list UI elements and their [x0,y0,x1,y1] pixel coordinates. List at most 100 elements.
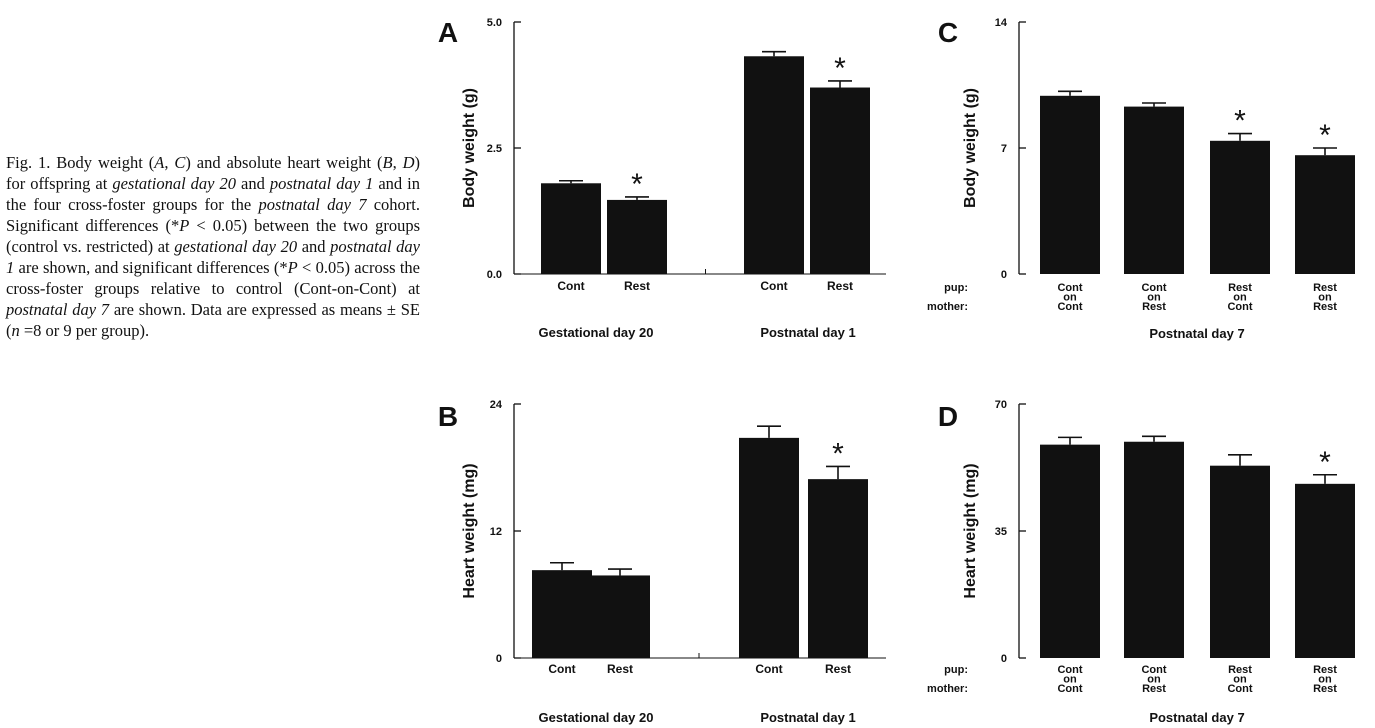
category-label: Cont [1227,301,1252,313]
category-label: Cont [557,279,584,293]
caption-segment: gestational day 20 [112,174,236,193]
caption-segment: Body weight ( [56,153,155,172]
caption-segment: and [236,174,270,193]
figure-caption: Fig. 1. Body weight (A, C) and absolute … [6,152,420,341]
bar [541,183,601,274]
caption-segment: C [174,153,186,172]
y-tick-label: 7 [1001,143,1007,155]
group-label: Postnatal day 1 [760,710,855,725]
significance-marker: * [1319,446,1331,479]
bar [808,479,868,658]
y-tick-label: 0 [1001,269,1007,281]
category-label: Cont [1141,664,1166,676]
category-label: Cont [1057,282,1082,294]
caption-segment: and in the four cross-foster groups for … [6,174,420,214]
caption-segment: gestational day 20 [174,237,298,256]
category-label: Rest [607,662,633,676]
caption-segment: postnatal day 1 [6,237,421,277]
caption-segment: D [402,153,415,172]
caption-segment: and [297,237,331,256]
category-label: Rest [1313,683,1337,695]
group-label: Gestational day 20 [539,325,654,340]
significance-marker: * [631,168,643,201]
caption-segment: =8 or 9 per group). [19,321,150,340]
bar [810,87,870,275]
caption-segment: P [179,216,190,235]
category-label: Cont [1227,683,1252,695]
bar [607,199,667,274]
category-label: Rest [1142,301,1166,313]
significance-marker: * [1319,119,1331,152]
category-label: Cont [760,279,787,293]
caption-segment: postnatal day 1 [269,174,374,193]
y-tick-label: 35 [995,526,1007,538]
caption-segment: cohort. Significant differences (* [6,195,421,235]
y-tick-label: 24 [490,399,503,411]
caption-segment: < 0.05) across the cross-foster groups r… [6,258,420,298]
category-label: on [1233,674,1247,686]
bar [739,437,799,658]
bar [1040,95,1100,274]
category-label: on [1147,292,1161,304]
group-label: Postnatal day 7 [1149,326,1244,341]
caption-segment: postnatal day 7 [258,195,367,214]
panel-letter: A [438,17,458,48]
caption-segment: < 0.05) between the two groups (control … [6,216,420,256]
caption-prefix: Fig. 1. [6,153,57,172]
row-label-pup: pup: [944,664,968,676]
category-label: Cont [1057,664,1082,676]
group-label: Postnatal day 7 [1149,710,1244,725]
y-tick-label: 12 [490,526,502,538]
category-label: on [1318,292,1332,304]
row-label-mother: mother: [927,301,968,313]
row-label-mother: mother: [927,683,968,695]
category-label: on [1318,674,1332,686]
y-tick-label: 0 [1001,653,1007,665]
category-label: on [1233,292,1247,304]
category-label: on [1063,674,1077,686]
panel-letter: C [938,17,958,48]
caption-segment: ) for offspring at [6,153,421,193]
caption-segment: n [11,321,20,340]
caption-segment: P [287,258,298,277]
category-label: Rest [1313,664,1337,676]
caption-segment: ) and absolute heart weight ( [185,153,383,172]
y-axis-label: Heart weight (mg) [461,463,478,598]
bar [1124,441,1184,658]
category-label: Cont [1141,282,1166,294]
group-label: Postnatal day 1 [760,325,855,340]
y-axis-label: Body weight (g) [962,88,979,208]
significance-marker: * [832,437,844,470]
bar [744,56,804,274]
caption-segment: are shown. Data are expressed as means ±… [6,300,420,340]
category-label: Cont [755,662,782,676]
caption-segment: A [154,153,165,172]
category-label: Rest [1228,664,1252,676]
bar [1295,483,1355,658]
y-axis-label: Body weight (g) [461,88,478,208]
category-label: Rest [1313,282,1337,294]
caption-segment: postnatal day 7 [6,300,110,319]
y-tick-label: 0 [496,653,502,665]
category-label: Cont [1057,683,1082,695]
y-tick-label: 70 [995,399,1007,411]
row-label-pup: pup: [944,282,968,294]
category-label: Rest [827,279,853,293]
bar [590,575,650,658]
bar [532,570,592,658]
caption-segment: , [392,153,403,172]
caption-segment: are shown, and significant differences (… [14,258,288,277]
category-label: Rest [624,279,650,293]
y-tick-label: 5.0 [487,17,502,29]
panel-letter: B [438,401,458,432]
caption-segment: , [164,153,175,172]
category-label: on [1147,674,1161,686]
bar [1210,465,1270,658]
panel-letter: D [938,401,958,432]
category-label: Rest [825,662,851,676]
y-tick-label: 0.0 [487,269,502,281]
category-label: Cont [1057,301,1082,313]
y-tick-label: 14 [995,17,1008,29]
category-label: Rest [1313,301,1337,313]
